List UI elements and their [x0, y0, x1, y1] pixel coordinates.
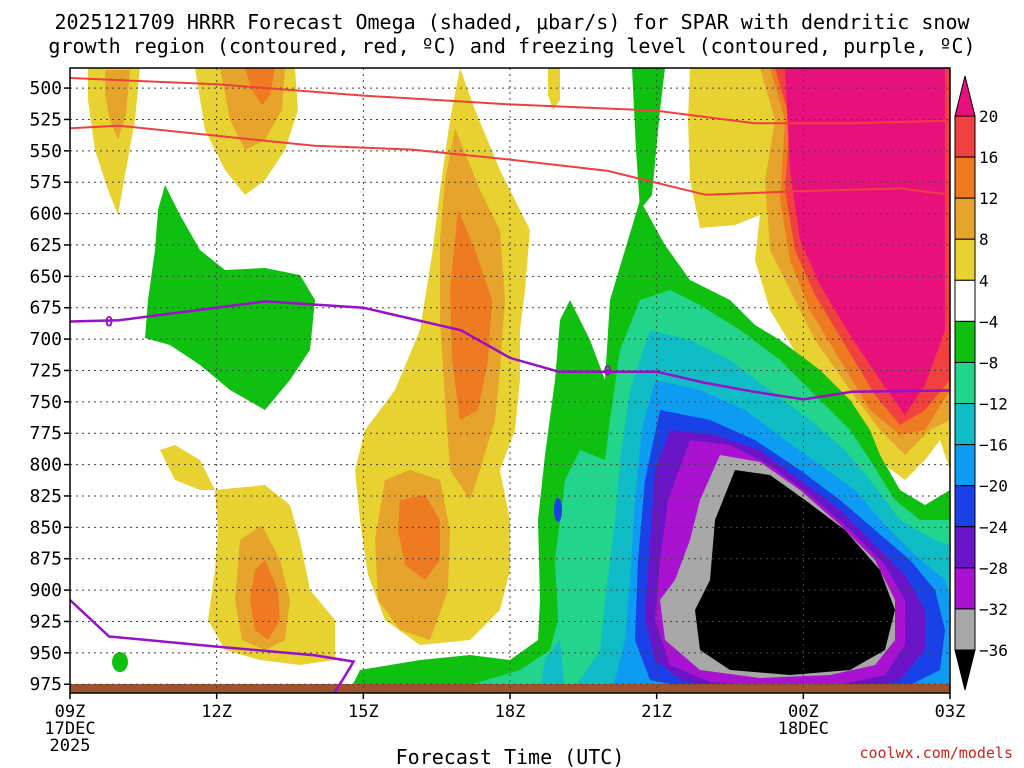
contour-lines: [70, 77, 950, 693]
chart-title-line-1: 2025121709 HRRR Forecast Omega (shaded, …: [54, 10, 970, 34]
x-tick-sublabel-2025: 2025: [50, 736, 91, 756]
colorbar-label-0: 20: [979, 107, 998, 126]
colorbar-segment-4: [954, 238, 976, 281]
colorbar: 20 16 12 8 4 −4 −8 −12 −16 −20 −24 −28 −32 −36: [954, 75, 1008, 691]
colorbar-label-10: −24: [979, 518, 1008, 537]
colorbar-label-1: 16: [979, 148, 998, 167]
colorbar-segment-1: [954, 115, 976, 158]
colorbar-segment-3: [954, 197, 976, 240]
ground-surface: [70, 684, 950, 693]
colorbar-segment-10: [954, 485, 976, 528]
freezing-contour-label-0: 0: [105, 315, 113, 331]
y-tick-label-675: 675: [29, 298, 62, 319]
colorbar-segment-9: [954, 444, 976, 487]
y-tick-label-550: 550: [29, 141, 62, 162]
x-tick-label-21Z: 21Z: [641, 702, 672, 722]
dgz-lower-contour: [70, 124, 950, 196]
y-tick-label-700: 700: [29, 329, 62, 350]
colorbar-segment-5: [954, 279, 976, 322]
omega-shaded-field: [70, 68, 950, 693]
colorbar-segment-0: [954, 75, 976, 117]
colorbar-segment-14: [954, 649, 976, 691]
x-tick-label-03Z: 03Z: [935, 702, 966, 722]
colorbar-label-9: −20: [979, 477, 1008, 496]
freezing-level-contour: [70, 300, 950, 401]
colorbar-segment-11: [954, 526, 976, 569]
colorbar-segment-8: [954, 403, 976, 446]
colorbar-label-11: −28: [979, 559, 1008, 578]
x-tick-sublabel-17DEC: 17DEC: [44, 719, 95, 739]
colorbar-label-6: −8: [979, 353, 998, 372]
credit-text: coolwx.com/models: [859, 744, 1013, 762]
y-tick-label-575: 575: [29, 172, 62, 193]
y-tick-label-825: 825: [29, 486, 62, 507]
colorbar-segment-6: [954, 320, 976, 363]
y-tick-label-625: 625: [29, 235, 62, 256]
y-tick-label-500: 500: [29, 78, 62, 99]
y-axis: 500 525 550 575 600 625 650 675 700 725 750 775 800 8…: [29, 78, 70, 695]
y-tick-label-800: 800: [29, 455, 62, 476]
y-tick-label-950: 950: [29, 643, 62, 664]
colorbar-label-8: −16: [979, 436, 1008, 455]
dgz-upper-contour: [70, 77, 950, 125]
colorbar-label-13: −36: [979, 641, 1008, 660]
freezing-contour-label-1: 0: [604, 363, 612, 379]
y-tick-label-775: 775: [29, 423, 62, 444]
x-axis-title: Forecast Time (UTC): [396, 745, 625, 768]
y-tick-label-600: 600: [29, 204, 62, 225]
contour-labels: 00: [105, 315, 612, 380]
colorbar-label-2: 12: [979, 189, 998, 208]
chart-title-line-2: growth region (contoured, red, ºC) and f…: [48, 34, 975, 58]
x-tick-sublabel-18DEC: 18DEC: [778, 719, 829, 739]
x-tick-label-18Z: 18Z: [495, 702, 526, 722]
y-tick-label-650: 650: [29, 266, 62, 287]
y-tick-label-900: 900: [29, 580, 62, 601]
y-tick-label-850: 850: [29, 517, 62, 538]
colorbar-segment-2: [954, 156, 976, 199]
x-tick-label-12Z: 12Z: [201, 702, 232, 722]
colorbar-label-7: −12: [979, 395, 1008, 414]
y-tick-label-925: 925: [29, 611, 62, 632]
colorbar-label-4: 4: [979, 271, 989, 290]
colorbar-label-12: −32: [979, 600, 1008, 619]
x-tick-label-15Z: 15Z: [348, 702, 379, 722]
colorbar-segment-7: [954, 361, 976, 405]
x-tick-label-09Z: 09Z: [55, 702, 86, 722]
freezing-level-lower-contour: [70, 599, 356, 693]
y-tick-label-525: 525: [29, 109, 62, 130]
y-tick-label-750: 750: [29, 392, 62, 413]
y-tick-label-975: 975: [29, 674, 62, 695]
y-tick-label-875: 875: [29, 549, 62, 570]
colorbar-label-5: −4: [979, 312, 998, 331]
colorbar-segment-12: [954, 567, 976, 610]
y-tick-label-725: 725: [29, 360, 62, 381]
colorbar-segment-13: [954, 608, 976, 651]
grid-lines: [70, 68, 950, 693]
colorbar-label-3: 8: [979, 230, 989, 249]
x-tick-label-00Z: 00Z: [788, 702, 819, 722]
